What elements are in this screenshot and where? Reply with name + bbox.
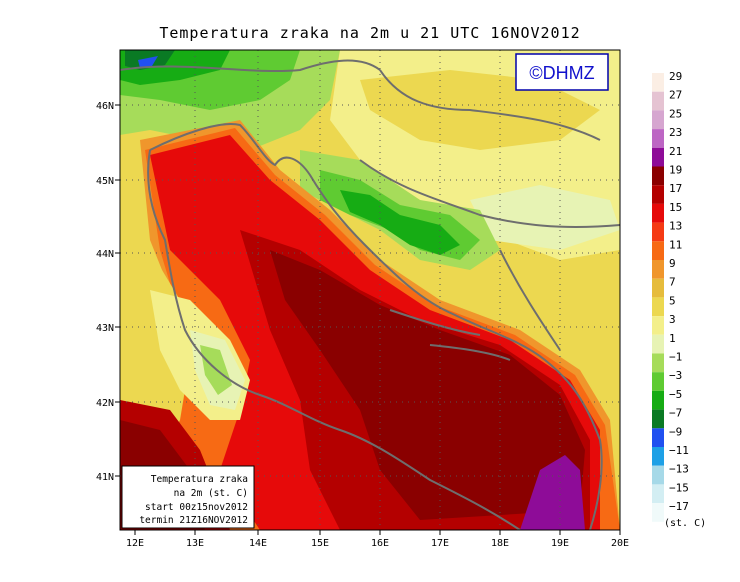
legend-label: −1 <box>669 351 682 364</box>
legend-swatch <box>652 484 664 504</box>
legend-unit: (st. C) <box>664 518 707 529</box>
legend-swatch <box>652 503 664 522</box>
legend-swatch <box>652 222 664 242</box>
legend-swatch <box>652 203 664 223</box>
coastlines <box>120 59 620 530</box>
lat-label-44n: 44N <box>96 249 114 260</box>
lon-label-19e: 19E <box>551 538 569 549</box>
legend-swatch <box>652 110 664 130</box>
lon-label-18e: 18E <box>491 538 509 549</box>
legend-swatch <box>652 297 664 317</box>
lon-label-13e: 13E <box>186 538 204 549</box>
legend-label: 1 <box>669 332 676 345</box>
legend-label: −7 <box>669 407 682 420</box>
legend-swatch <box>652 334 664 354</box>
lon-label-20e: 20E <box>611 538 629 549</box>
info-box: Temperatura zraka na 2m (st. C) start 00… <box>121 465 255 529</box>
legend-label: 17 <box>669 182 682 195</box>
legend-swatch <box>652 447 664 466</box>
lat-label-46n: 46N <box>96 101 114 112</box>
lat-label-41n: 41N <box>96 472 114 483</box>
temperature-field <box>120 50 620 530</box>
legend-swatch <box>652 185 664 204</box>
lon-label-12e: 12E <box>126 538 144 549</box>
legend-swatch <box>652 428 664 447</box>
legend-label: 7 <box>669 276 676 289</box>
color-legend: 29 27 25 23 21 19 17 15 13 11 9 7 5 3 1 −1 −3 −5 −7 −9 −11 −1… <box>652 70 689 522</box>
legend-label: −17 <box>669 500 689 513</box>
legend-swatch <box>652 166 664 186</box>
legend-label: 19 <box>669 164 682 177</box>
legend-swatch <box>652 465 664 485</box>
map-grid <box>120 50 620 530</box>
legend-label: 27 <box>669 89 682 102</box>
legend-swatch <box>652 91 664 111</box>
legend-swatch <box>652 316 664 335</box>
info-line-4: termin 21Z16NOV2012 <box>139 515 248 526</box>
legend-label: −15 <box>669 481 689 494</box>
legend-label: 15 <box>669 201 682 214</box>
dhmz-logo: ©DHMZ <box>515 53 609 91</box>
legend-label: 5 <box>669 294 676 307</box>
info-line-1: Temperatura zraka <box>151 474 248 485</box>
lat-label-42n: 42N <box>96 398 114 409</box>
legend-swatch <box>652 73 664 92</box>
legend-label: 21 <box>669 145 682 158</box>
legend-swatch <box>652 409 664 429</box>
legend-label: 25 <box>669 107 682 120</box>
legend-label: 13 <box>669 220 682 233</box>
lat-label-43n: 43N <box>96 323 114 334</box>
legend-swatch <box>652 147 664 167</box>
legend-swatch <box>652 260 664 279</box>
lon-label-15e: 15E <box>311 538 329 549</box>
lon-label-16e: 16E <box>371 538 389 549</box>
map-title: Temperatura zraka na 2m u 21 UTC 16NOV20… <box>159 24 581 42</box>
info-line-2: na 2m (st. C) <box>174 488 248 499</box>
lat-label-45n: 45N <box>96 176 114 187</box>
lon-label-14e: 14E <box>249 538 267 549</box>
legend-swatch <box>652 372 664 391</box>
legend-label: 11 <box>669 238 682 251</box>
map-frame <box>119 49 621 531</box>
legend-label: −3 <box>669 369 682 382</box>
lon-label-17e: 17E <box>431 538 449 549</box>
legend-swatch <box>652 278 664 298</box>
legend-label: 29 <box>669 70 682 83</box>
legend-label: 3 <box>669 313 676 326</box>
legend-swatch <box>652 241 664 260</box>
legend-label: −11 <box>669 444 689 457</box>
legend-swatch <box>652 353 664 373</box>
legend-label: 9 <box>669 257 676 270</box>
info-line-3: start 00z15nov2012 <box>145 502 248 513</box>
legend-label: −9 <box>669 425 682 438</box>
legend-label: 23 <box>669 126 682 139</box>
legend-swatch <box>652 129 664 148</box>
axis-ticks <box>115 104 621 535</box>
legend-swatch <box>652 390 664 410</box>
legend-label: −13 <box>669 463 689 476</box>
legend-label: −5 <box>669 388 682 401</box>
logo-text: ©DHMZ <box>529 63 594 83</box>
